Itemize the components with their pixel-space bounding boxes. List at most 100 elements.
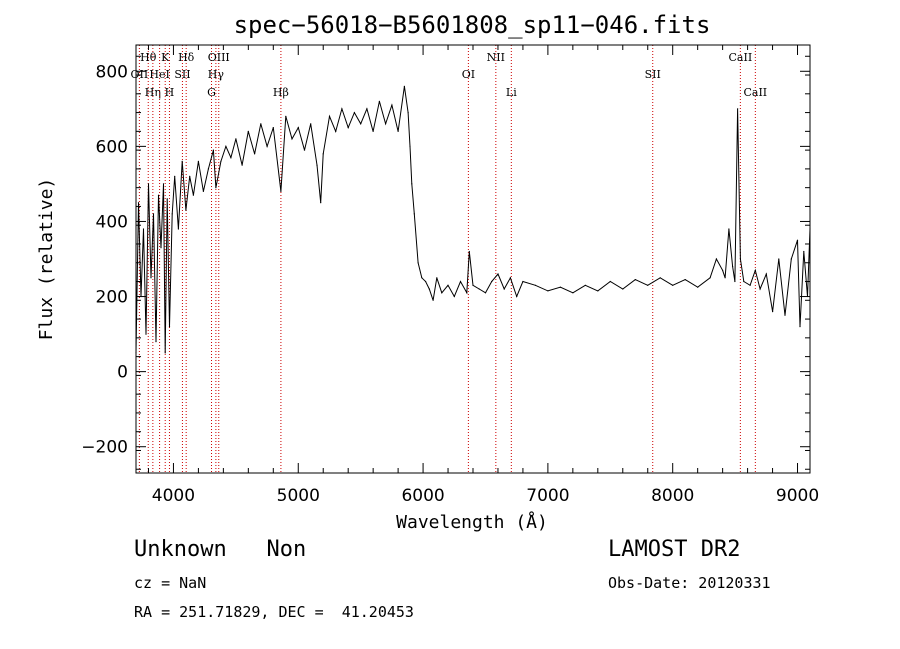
spectrum-point bbox=[360, 123, 362, 125]
spectrum-point bbox=[297, 127, 299, 129]
spectrum-point bbox=[503, 288, 505, 290]
spectrum-point bbox=[150, 277, 152, 279]
cz-label: cz = NaN bbox=[134, 574, 207, 592]
spectrum-point bbox=[266, 145, 268, 147]
spectrum-point bbox=[743, 280, 745, 283]
obs-date-label: Obs-Date: 20120331 bbox=[608, 574, 771, 592]
spectrum-point bbox=[197, 160, 199, 162]
spectrum-point bbox=[754, 269, 756, 271]
spectrum-point bbox=[441, 292, 443, 294]
spectrum-point bbox=[534, 284, 537, 286]
spectrum-line bbox=[135, 86, 811, 353]
spectrum-point bbox=[749, 284, 751, 286]
line-markers: OII Hθ Hη HeI K H SII Hδ G Hγ OIII Hβ OI NII Li SII CaII… bbox=[131, 45, 767, 473]
line-marker-label: Hη bbox=[145, 86, 161, 99]
line-marker-label: Hθ bbox=[140, 51, 157, 64]
spectrum-point bbox=[316, 164, 318, 166]
spectrum-point bbox=[409, 145, 411, 147]
spectrum-point bbox=[778, 258, 780, 260]
y-axis: −200 0 200 400 600 800 bbox=[81, 55, 810, 470]
spectrum-point bbox=[185, 209, 187, 211]
spectrum-point bbox=[202, 190, 204, 192]
spectrum-point bbox=[559, 286, 562, 288]
spectrum-point bbox=[784, 314, 786, 316]
spectrum-point bbox=[241, 164, 243, 166]
spectrum-point bbox=[799, 326, 801, 328]
spectrum-point bbox=[421, 277, 423, 279]
spectrum-point bbox=[417, 262, 419, 264]
y-tick-label: 0 bbox=[117, 363, 128, 383]
line-marker-label: SII bbox=[645, 68, 661, 81]
spectrum-point bbox=[672, 284, 674, 286]
plot-frame bbox=[135, 44, 811, 474]
spectrum-point bbox=[572, 292, 574, 294]
spectrum-point bbox=[171, 213, 173, 215]
spectrum-point bbox=[478, 288, 480, 290]
spectrum-point bbox=[225, 145, 227, 147]
spectrum-point bbox=[192, 194, 194, 196]
spectrum-point bbox=[447, 284, 449, 286]
x-tick-label: 6000 bbox=[401, 486, 444, 506]
spectrum-point bbox=[230, 157, 232, 159]
line-marker-label: H bbox=[165, 86, 175, 99]
class-label: Unknown Non bbox=[134, 537, 307, 562]
spectrum-point bbox=[622, 288, 624, 290]
spectrum-point bbox=[597, 290, 599, 292]
spectrum-point bbox=[260, 123, 262, 125]
spectrum-point bbox=[366, 108, 368, 110]
spectrum-point bbox=[285, 115, 287, 117]
spectrum-point bbox=[247, 130, 249, 132]
spectrum-point bbox=[347, 127, 349, 129]
spectrum-point bbox=[468, 250, 470, 253]
spectrum-point bbox=[715, 258, 718, 260]
spectrum-point bbox=[403, 85, 405, 87]
spectrum-point bbox=[522, 280, 524, 283]
spectrum-point bbox=[647, 284, 649, 286]
spectrum-point bbox=[759, 288, 761, 290]
spectrum-point bbox=[739, 258, 742, 260]
spectrum-point bbox=[215, 187, 217, 189]
x-tick-label: 4000 bbox=[152, 486, 195, 506]
spectrum-point bbox=[432, 299, 434, 301]
spectrum-point bbox=[220, 160, 222, 162]
spectrum-point bbox=[547, 290, 549, 292]
line-marker-label: CaII bbox=[729, 51, 753, 64]
spectrum-point bbox=[509, 277, 511, 279]
spectrum-point bbox=[407, 112, 409, 114]
spectrum-point bbox=[728, 228, 730, 230]
spectrum-point bbox=[796, 239, 799, 241]
x-tick-label: 7000 bbox=[526, 486, 569, 506]
spectrum-point bbox=[397, 130, 399, 132]
spectrum-point bbox=[472, 284, 474, 286]
spectrum-point bbox=[659, 277, 661, 279]
spectrum-point bbox=[280, 190, 282, 192]
spectrum-point bbox=[428, 288, 430, 290]
y-tick-label: 600 bbox=[96, 137, 128, 157]
spectrum-point bbox=[453, 295, 455, 298]
spectrum-point bbox=[291, 138, 293, 140]
x-tick-label: 8000 bbox=[651, 486, 694, 506]
line-marker-label: K bbox=[161, 51, 170, 64]
spectrum-point bbox=[584, 284, 586, 286]
line-marker-label: Hβ bbox=[273, 86, 289, 99]
spectrum-point bbox=[803, 250, 805, 253]
spectrum-point bbox=[722, 269, 724, 271]
spectrum-point bbox=[697, 286, 699, 288]
spectrum-point bbox=[378, 100, 380, 102]
spectrum-point bbox=[320, 202, 322, 204]
x-tick-label: 9000 bbox=[776, 486, 819, 506]
spectrum-point bbox=[413, 213, 415, 215]
spectrum-point bbox=[411, 183, 413, 185]
spectrum-point bbox=[466, 292, 468, 294]
spectrum-point bbox=[684, 279, 686, 281]
spectrum-point bbox=[166, 198, 168, 200]
y-tick-label: 800 bbox=[96, 62, 128, 82]
spectrum-point bbox=[790, 258, 792, 260]
spectrum-point bbox=[207, 168, 209, 170]
spectrum-point bbox=[174, 175, 176, 177]
spectrum-point bbox=[254, 153, 256, 155]
spectrum-point bbox=[516, 295, 518, 298]
spectrum-point bbox=[372, 130, 374, 132]
spectrum-point bbox=[391, 104, 393, 106]
